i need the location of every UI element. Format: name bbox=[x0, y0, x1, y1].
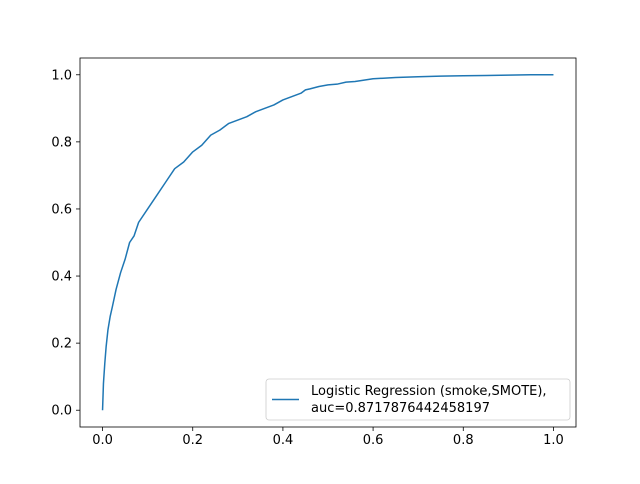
x-tick-label: 1.0 bbox=[543, 433, 564, 448]
x-tick-label: 0.0 bbox=[92, 433, 113, 448]
x-tick-label: 0.2 bbox=[182, 433, 203, 448]
legend: Logistic Regression (smoke,SMOTE), auc=0.… bbox=[265, 378, 571, 421]
x-tick-label: 0.4 bbox=[273, 433, 294, 448]
legend-label-line2: auc=0.8717876442458197 bbox=[311, 401, 490, 416]
series-line-0 bbox=[101, 74, 554, 411]
y-tick-label: 0.4 bbox=[51, 270, 72, 285]
y-tick-label: 0.6 bbox=[51, 202, 72, 217]
x-axis: 0.0 0.2 0.4 0.6 0.8 1.0 bbox=[92, 427, 564, 448]
axes-frame bbox=[79, 57, 577, 428]
x-tick-label: 0.8 bbox=[453, 433, 474, 448]
y-tick-label: 0.0 bbox=[51, 404, 72, 419]
legend-box bbox=[265, 378, 571, 421]
y-tick-label: 0.8 bbox=[51, 135, 72, 150]
y-tick-label: 0.2 bbox=[51, 337, 72, 352]
y-tick-label: 1.0 bbox=[51, 68, 72, 83]
x-tick-label: 0.6 bbox=[363, 433, 384, 448]
y-axis: 0.0 0.2 0.4 0.6 0.8 1.0 bbox=[51, 68, 80, 419]
series-layer bbox=[101, 74, 554, 411]
plot-area bbox=[79, 57, 577, 428]
legend-label-line1: Logistic Regression (smoke,SMOTE), bbox=[311, 384, 547, 399]
